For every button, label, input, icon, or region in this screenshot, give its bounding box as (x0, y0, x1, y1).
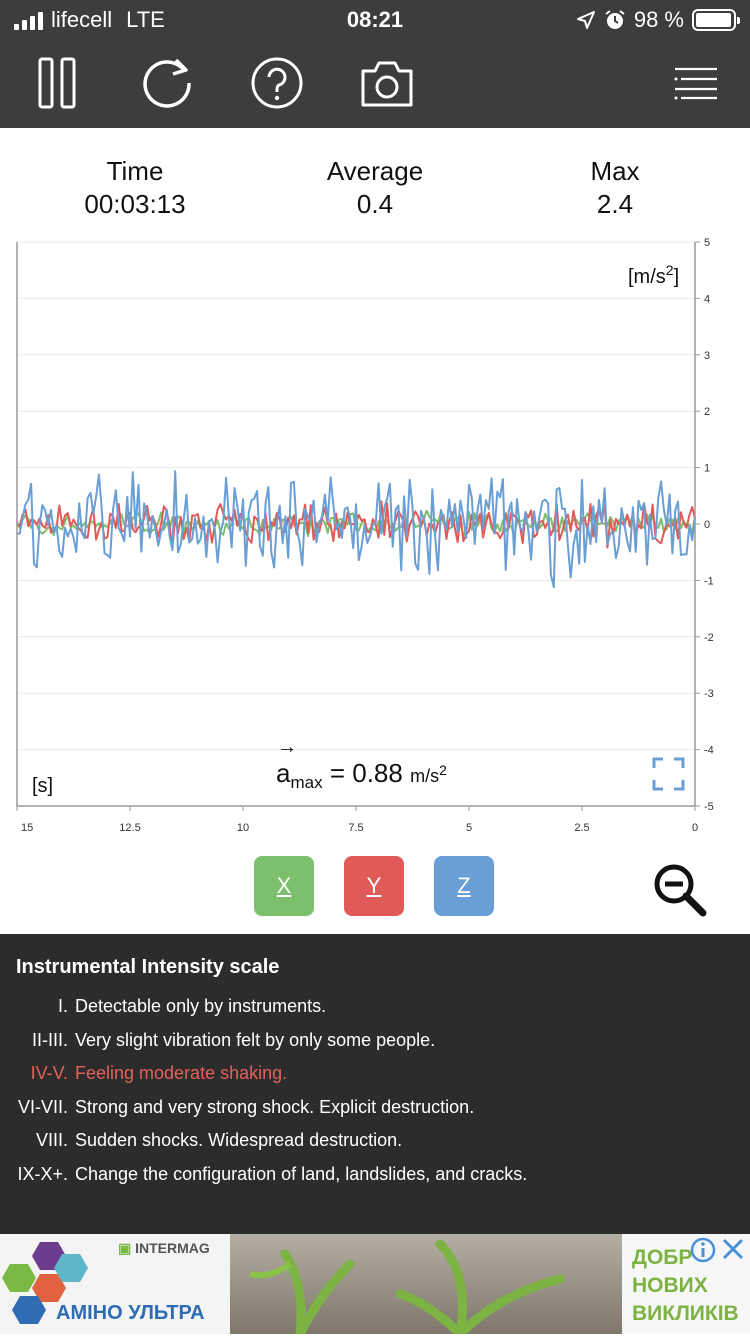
intensity-level: IV-V. (30, 1063, 68, 1083)
intensity-level: VI-VII. (17, 1096, 68, 1117)
intensity-level: IX-X+. (17, 1163, 68, 1184)
zoom-out-button[interactable] (652, 862, 708, 918)
y-tick-label: -1 (704, 575, 714, 587)
intensity-description: Strong and very strong shock. Explicit d… (75, 1096, 475, 1117)
acceleration-chart[interactable]: 5 4 3 2 1 0 -1 -2 -3 -4 -5 15 12.5 10 7.5 5 2.5 0 [m/s2] … (0, 236, 750, 836)
vector-arrow: → (277, 736, 297, 758)
intensity-description: Sudden shocks. Widespread destruction. (75, 1130, 403, 1150)
x-tick-label: 2.5 (574, 822, 589, 834)
x-tick-label: 15 (21, 822, 33, 834)
time-value: 00:03:13 (84, 189, 186, 219)
y-tick-label: -4 (704, 745, 714, 757)
toolbar (0, 40, 750, 128)
y-tick-label: 2 (704, 406, 710, 418)
y-unit-label: [m/s2] (628, 262, 679, 288)
intensity-level: VIII. (35, 1130, 68, 1150)
carrier-name: lifecell (51, 7, 113, 32)
intensity-description: Feeling moderate shaking. (75, 1063, 288, 1083)
ad-banner[interactable]: ▣ INTERMAG АМІНО УЛЬТРА ДОБР НОВИХ ВИКЛИ… (0, 1234, 750, 1339)
max-value: 2.4 (596, 189, 634, 219)
brand-mark-icon: ▣ (118, 1240, 132, 1256)
time-stat: Time 00:03:13 (15, 155, 255, 221)
time-label: Time (106, 156, 164, 186)
y-tick-label: 3 (704, 350, 710, 362)
status-bar: lifecell LTE 08:21 98 % (0, 0, 750, 40)
x-axis-toggle[interactable]: X (254, 856, 314, 916)
pause-icon (38, 57, 76, 109)
location-icon (576, 11, 595, 29)
signal-icon (14, 10, 43, 30)
status-time: 08:21 (346, 7, 404, 32)
fullscreen-icon[interactable] (652, 757, 685, 791)
series-line-z (16, 470, 696, 589)
battery-percent: 98 % (633, 7, 684, 32)
camera-button[interactable] (357, 54, 417, 112)
help-icon (251, 57, 303, 109)
axis-toggle-group: X Y Z (0, 856, 750, 916)
y-tick-label: 4 (704, 293, 710, 305)
info-icon[interactable] (690, 1237, 716, 1263)
refresh-icon (143, 58, 191, 108)
scale-title: Instrumental Intensity scale (16, 956, 280, 978)
x-unit-label: [s] (32, 775, 53, 797)
amax-readout: → amax = 0.88 m/s2 (276, 736, 447, 793)
average-stat: Average 0.4 (255, 155, 495, 221)
x-tick-label: 5 (466, 822, 472, 834)
amax-unit: m/s2 (410, 762, 447, 786)
alarm-icon (605, 10, 625, 29)
camera-icon (361, 61, 413, 107)
stats-panel: Time 00:03:13 Average 0.4 Max 2.4 (0, 155, 750, 225)
average-label: Average (326, 156, 424, 186)
average-value: 0.4 (356, 189, 394, 219)
refresh-button[interactable] (137, 54, 197, 112)
y-tick-label: -2 (704, 632, 714, 644)
battery-icon (692, 9, 740, 31)
menu-button[interactable] (666, 54, 726, 112)
ad-slogan: ДОБР НОВИХ ВИКЛИКІВ (632, 1246, 739, 1325)
network-type: LTE (126, 7, 165, 32)
y-tick-label: 0 (704, 519, 710, 531)
amax-value: = 0.88 (329, 758, 403, 788)
help-button[interactable] (247, 54, 307, 112)
intensity-level: I. (57, 996, 68, 1016)
intensity-level: II-III. (32, 1029, 68, 1050)
ad-image (0, 1234, 750, 1339)
max-label: Max (590, 156, 640, 186)
y-tick-label: 1 (704, 463, 710, 475)
menu-icon (674, 67, 717, 100)
max-stat: Max 2.4 (495, 155, 735, 221)
y-axis-toggle[interactable]: Y (344, 856, 404, 916)
x-tick-label: 10 (237, 822, 249, 834)
y-tick-label: -5 (704, 801, 714, 813)
intensity-scale-panel: Instrumental Intensity scale I. Detectabl… (0, 934, 750, 1234)
ad-brand: ▣ INTERMAG (118, 1240, 210, 1256)
intensity-description: Detectable only by instruments. (75, 996, 327, 1016)
brand-logo-shape (2, 1242, 88, 1324)
x-tick-label: 12.5 (119, 822, 140, 834)
amax-symbol: → amax (276, 736, 323, 793)
y-tick-label: -3 (704, 688, 714, 700)
y-tick-label: 5 (704, 237, 710, 249)
ad-product: АМІНО УЛЬТРА (56, 1302, 205, 1324)
x-tick-label: 0 (692, 822, 698, 834)
x-tick-label: 7.5 (348, 822, 363, 834)
intensity-description: Change the configuration of land, landsl… (75, 1163, 528, 1184)
pause-button[interactable] (27, 54, 87, 112)
z-axis-toggle[interactable]: Z (434, 856, 494, 916)
intensity-description: Very slight vibration felt by only some … (75, 1029, 436, 1050)
close-ad-icon[interactable] (722, 1238, 744, 1260)
zoom-out-icon (654, 864, 707, 917)
